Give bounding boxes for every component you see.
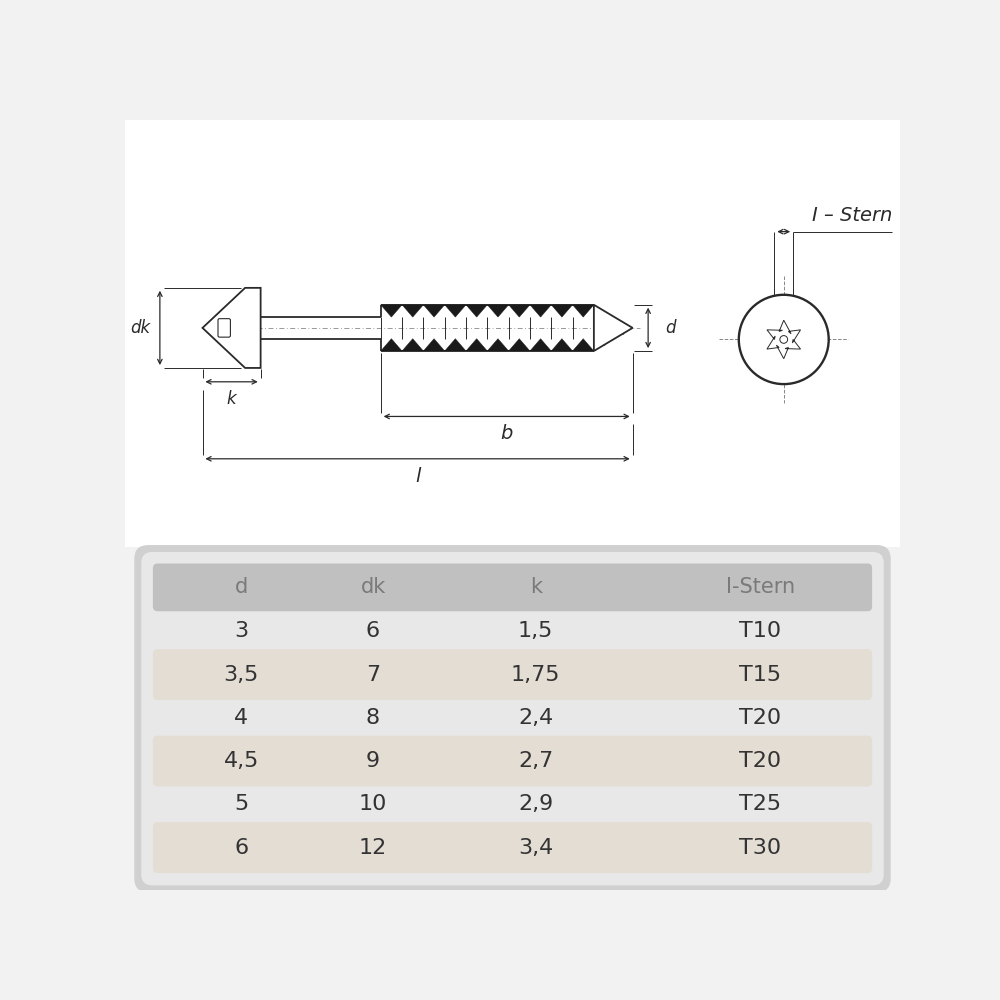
Text: 6: 6 <box>234 838 248 858</box>
Text: T20: T20 <box>739 708 782 728</box>
Polygon shape <box>466 339 487 351</box>
Text: 10: 10 <box>359 794 387 814</box>
Circle shape <box>739 295 829 384</box>
Polygon shape <box>551 305 573 317</box>
Text: T10: T10 <box>739 621 782 641</box>
Polygon shape <box>551 339 573 351</box>
Text: I – Stern: I – Stern <box>812 206 892 225</box>
Polygon shape <box>509 339 530 351</box>
Circle shape <box>780 336 788 343</box>
Bar <box>125 120 900 547</box>
Text: 8: 8 <box>366 708 380 728</box>
FancyBboxPatch shape <box>153 564 872 611</box>
Text: T20: T20 <box>739 751 782 771</box>
Text: 1,5: 1,5 <box>518 621 553 641</box>
Polygon shape <box>202 288 261 368</box>
FancyBboxPatch shape <box>134 545 891 892</box>
Polygon shape <box>445 305 466 317</box>
Text: 1,75: 1,75 <box>511 665 560 685</box>
Text: l: l <box>415 466 420 486</box>
Text: 2,9: 2,9 <box>518 794 553 814</box>
Text: T30: T30 <box>739 838 782 858</box>
Text: b: b <box>501 424 513 443</box>
Polygon shape <box>381 339 402 351</box>
FancyBboxPatch shape <box>153 822 872 873</box>
Text: 7: 7 <box>366 665 380 685</box>
Text: T15: T15 <box>739 665 782 685</box>
Polygon shape <box>423 305 445 317</box>
FancyBboxPatch shape <box>141 552 884 885</box>
Text: I-Stern: I-Stern <box>726 577 795 597</box>
Polygon shape <box>445 339 466 351</box>
Text: 2,7: 2,7 <box>518 751 553 771</box>
Text: 3: 3 <box>234 621 248 641</box>
FancyBboxPatch shape <box>153 649 872 700</box>
Polygon shape <box>530 305 551 317</box>
Polygon shape <box>423 339 445 351</box>
Text: dk: dk <box>360 577 386 597</box>
Polygon shape <box>402 305 423 317</box>
FancyBboxPatch shape <box>153 736 872 787</box>
Text: d: d <box>235 577 248 597</box>
Polygon shape <box>573 305 594 317</box>
Text: 9: 9 <box>366 751 380 771</box>
Polygon shape <box>402 339 423 351</box>
Text: 3,4: 3,4 <box>518 838 553 858</box>
Text: k: k <box>227 389 236 408</box>
Text: 5: 5 <box>234 794 248 814</box>
Polygon shape <box>509 305 530 317</box>
Polygon shape <box>381 305 402 317</box>
Text: dk: dk <box>130 319 151 337</box>
Text: 3,5: 3,5 <box>224 665 259 685</box>
Text: T25: T25 <box>739 794 782 814</box>
Text: 4,5: 4,5 <box>224 751 259 771</box>
Text: 6: 6 <box>366 621 380 641</box>
Polygon shape <box>594 305 633 351</box>
Text: d: d <box>665 319 676 337</box>
Text: 4: 4 <box>234 708 248 728</box>
Polygon shape <box>487 305 509 317</box>
Polygon shape <box>573 339 594 351</box>
Text: 12: 12 <box>359 838 387 858</box>
Polygon shape <box>466 305 487 317</box>
Text: 2,4: 2,4 <box>518 708 553 728</box>
Text: k: k <box>530 577 542 597</box>
Polygon shape <box>487 339 509 351</box>
Polygon shape <box>530 339 551 351</box>
Polygon shape <box>767 320 801 359</box>
FancyBboxPatch shape <box>218 319 230 337</box>
